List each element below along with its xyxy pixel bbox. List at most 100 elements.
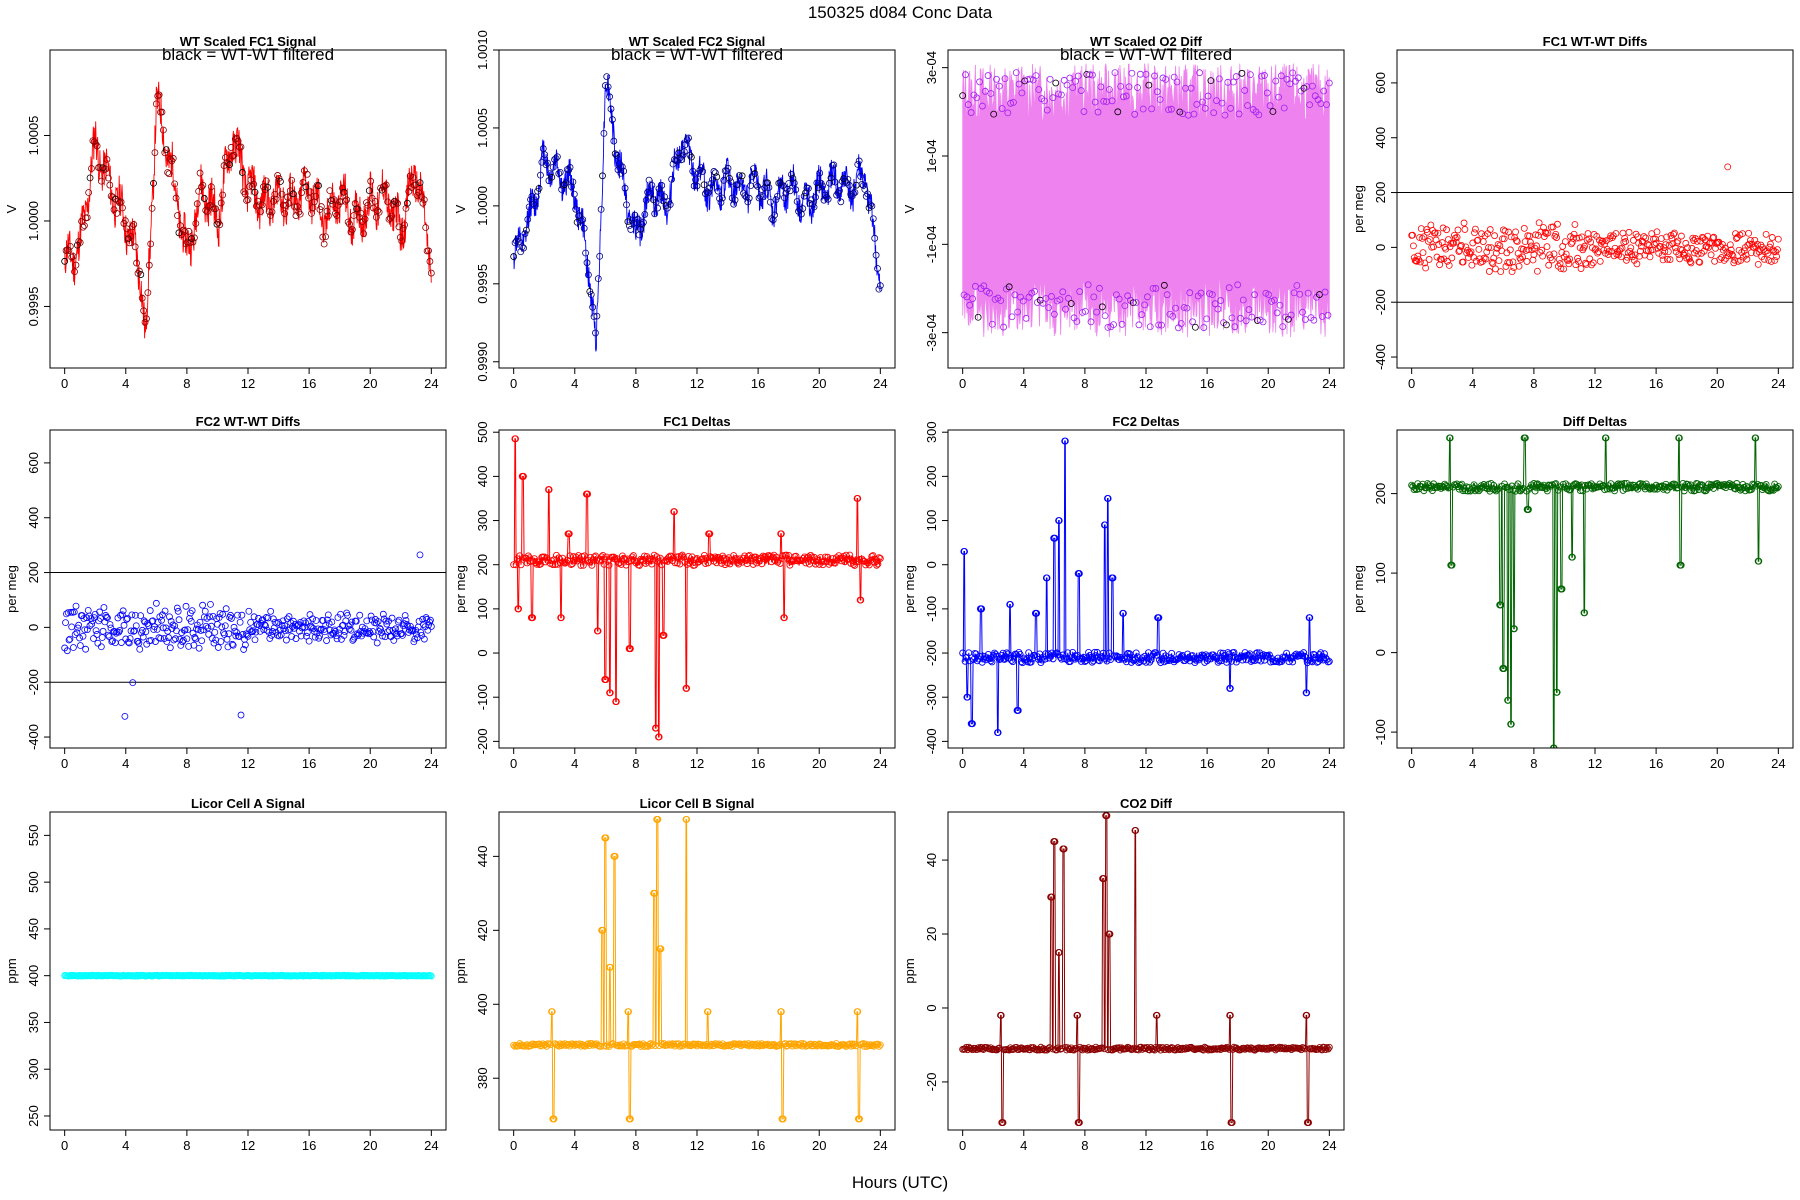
fc2-deltas-point	[1239, 656, 1247, 664]
fc2-signal-point	[613, 152, 621, 159]
fc1-wtwt-ytick-label: -200	[1373, 289, 1388, 315]
fc2-deltas-point	[1214, 658, 1222, 666]
fc1-wtwt-point	[1471, 229, 1478, 237]
o2-diff-xtick-label: 4	[1020, 376, 1027, 391]
fc1-wtwt-point	[1552, 230, 1560, 238]
fc1-wtwt-point	[1425, 256, 1433, 263]
licor-b-point	[849, 1042, 857, 1049]
fc1-signal-point	[126, 239, 133, 247]
o2-diff-point	[1026, 75, 1034, 83]
fc1-wtwt-point	[1530, 251, 1538, 258]
fc2-wtwt-point	[229, 641, 237, 649]
licor-b-point	[657, 945, 665, 953]
fc1-deltas-point	[581, 552, 589, 560]
o2-diff-point	[1160, 281, 1168, 289]
diff-deltas-point	[1680, 487, 1688, 495]
fc1-wtwt-ytick-label: -400	[1373, 344, 1388, 370]
fc1-signal-point	[188, 235, 195, 242]
fc1-wtwt-point	[1521, 238, 1529, 246]
fc2-signal-point	[682, 141, 690, 148]
fc1-wtwt-point	[1561, 238, 1569, 246]
fc2-deltas-point	[1225, 650, 1233, 658]
co2-diff-point	[1153, 1011, 1161, 1019]
fc1-deltas-point	[821, 553, 829, 561]
fc2-wtwt-point	[264, 614, 272, 622]
o2-diff-point	[1241, 87, 1249, 94]
licor-b-point	[609, 1040, 617, 1048]
fc2-deltas-point	[1157, 659, 1165, 667]
fc2-signal-point	[548, 173, 556, 181]
o2-diff-point	[1118, 320, 1126, 328]
fc1-wtwt-point	[1724, 163, 1732, 171]
fc2-wtwt-point	[181, 626, 189, 634]
fc2-wtwt-point	[323, 637, 330, 644]
fc1-wtwt-point	[1773, 253, 1780, 260]
fc2-wtwt-point	[238, 611, 246, 619]
fc2-wtwt-point	[312, 617, 320, 624]
o2-diff-point	[1050, 310, 1058, 318]
fc1-wtwt-xtick-label: 8	[1530, 376, 1537, 391]
fc1-wtwt-point	[1764, 249, 1772, 257]
co2-diff-xtick-label: 24	[1322, 1138, 1336, 1153]
fc1-wtwt-point	[1740, 247, 1748, 255]
fc1-wtwt-point	[1657, 235, 1665, 242]
o2-diff-point	[976, 78, 983, 86]
fc1-signal-point	[401, 221, 408, 229]
diff-deltas-point	[1483, 485, 1491, 493]
fc2-wtwt-point	[234, 611, 241, 619]
fc2-wtwt-point	[379, 632, 386, 640]
o2-diff-point	[1286, 80, 1294, 88]
fc2-deltas-point	[1104, 495, 1112, 502]
fc2-deltas-point	[1320, 650, 1328, 658]
fc1-deltas-ylabel: per meg	[453, 565, 468, 613]
fc2-deltas-point	[1006, 601, 1014, 608]
fc2-signal-point	[800, 192, 808, 200]
fc2-deltas-point	[978, 605, 986, 613]
fc2-wtwt-point	[420, 635, 428, 643]
fc2-signal-point	[607, 105, 615, 113]
licor-b-xtick-label: 8	[632, 1138, 639, 1153]
licor-b-point	[683, 815, 691, 823]
fc2-signal-point	[644, 188, 652, 196]
o2-diff-point	[979, 102, 986, 110]
fc1-wtwt-point	[1513, 238, 1521, 245]
fc1-wtwt-point	[1502, 263, 1510, 270]
fc2-wtwt-point	[278, 622, 286, 629]
diff-deltas-point	[1774, 483, 1782, 490]
o2-diff-point	[962, 71, 969, 79]
fc1-wtwt-point	[1665, 241, 1673, 249]
fc2-wtwt-point	[91, 610, 99, 618]
fc2-signal-point	[577, 217, 585, 224]
fc2-deltas-frame	[947, 429, 1345, 749]
o2-diff-point	[967, 109, 975, 116]
fc1-deltas-point	[519, 472, 527, 480]
diff-deltas-point	[1504, 696, 1512, 704]
fc1-wtwt-point	[1577, 265, 1585, 272]
fc1-wtwt-point	[1445, 261, 1453, 269]
fc1-wtwt-point	[1492, 265, 1499, 273]
o2-diff-point	[1156, 96, 1164, 103]
fc2-wtwt-point	[236, 618, 244, 626]
fc2-deltas-point	[987, 657, 995, 665]
fc1-wtwt-point	[1721, 244, 1729, 252]
fc2-deltas-point	[1119, 609, 1127, 617]
fc2-wtwt-point	[390, 636, 398, 644]
fc2-signal-point	[620, 167, 628, 175]
fc2-wtwt-ytick-label: 400	[26, 507, 41, 529]
fc2-deltas-xtick-label: 12	[1139, 756, 1153, 771]
fc1-deltas-point	[604, 557, 612, 565]
fc2-signal-point	[875, 285, 883, 293]
fc2-signal-ytick-label: 0.9990	[475, 342, 490, 382]
fc1-wtwt-point	[1596, 257, 1604, 265]
o2-diff-point	[1048, 293, 1055, 300]
fc2-signal-point	[544, 159, 551, 167]
fc1-deltas-point	[738, 558, 746, 566]
fc2-wtwt-point	[207, 600, 214, 608]
fc2-signal-point	[630, 219, 637, 227]
o2-diff-point	[1189, 318, 1196, 326]
fc1-signal-point	[372, 213, 380, 221]
fc1-signal-point	[185, 227, 193, 235]
fc2-wtwt-point	[410, 638, 418, 646]
co2-diff-series-line	[962, 815, 1330, 1124]
o2-diff-ytick-label: 1e-04	[924, 139, 939, 172]
